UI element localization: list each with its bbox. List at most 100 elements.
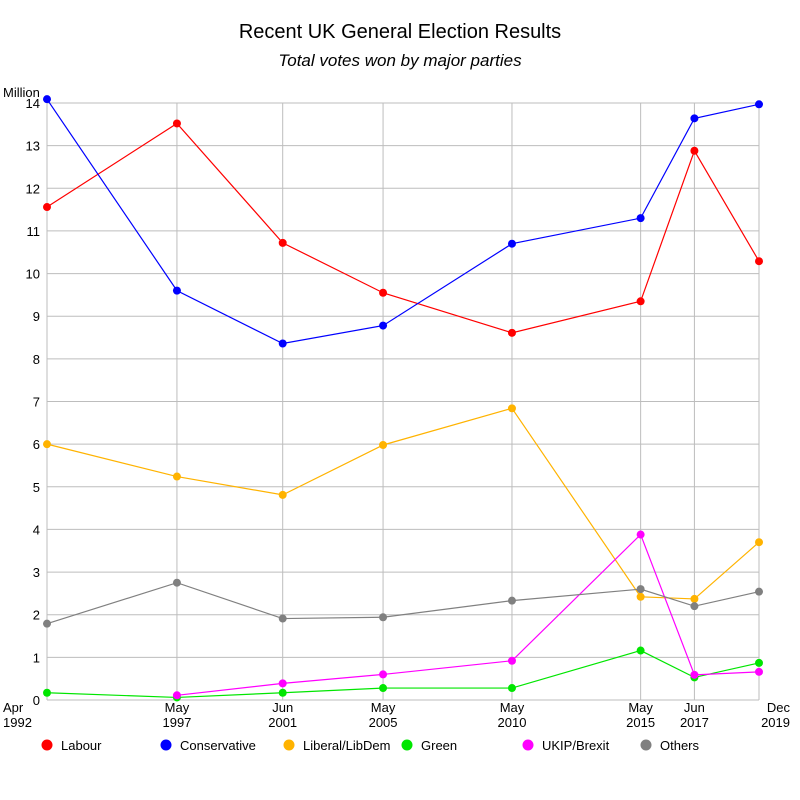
data-point-labour — [278, 238, 287, 247]
legend-label-liberal-libdem: Liberal/LibDem — [303, 738, 390, 753]
legend-label-others: Others — [660, 738, 700, 753]
x-tick-month: May — [628, 700, 653, 715]
data-point-labour — [755, 257, 763, 266]
data-point-conservative — [636, 214, 645, 223]
legend-label-labour: Labour — [61, 738, 102, 753]
x-tick-month: Jun — [272, 700, 293, 715]
x-tick-year: 2005 — [369, 715, 398, 730]
x-tick-month: May — [165, 700, 190, 715]
data-point-liberal-libdem — [278, 490, 287, 499]
legend-marker-conservative — [160, 739, 172, 751]
data-point-others — [278, 614, 287, 623]
y-tick-label: 0 — [33, 693, 40, 708]
data-point-others — [636, 585, 645, 594]
data-point-others — [172, 578, 181, 587]
x-tick-year: 2019 — [761, 715, 790, 730]
y-tick-label: 9 — [33, 309, 40, 324]
x-tick-year: 2010 — [498, 715, 527, 730]
grid — [46, 102, 760, 701]
chart-title: Recent UK General Election Results — [239, 21, 561, 43]
legend: Labour Conservative Liberal/LibDem Green UKI… — [41, 738, 700, 753]
y-axis-unit-label: Million — [3, 85, 40, 100]
data-point-conservative — [172, 286, 181, 295]
series-line-others — [46, 582, 760, 625]
y-tick-label: 11 — [27, 224, 41, 239]
data-point-green — [636, 646, 645, 655]
legend-label-green: Green — [421, 738, 457, 753]
data-point-ukip-brexit — [278, 679, 287, 688]
legend-marker-ukip-brexit — [522, 739, 534, 751]
data-point-others — [43, 619, 51, 628]
data-point-green — [278, 688, 287, 697]
legend-marker-labour — [41, 739, 53, 751]
data-point-green — [43, 688, 51, 697]
data-point-liberal-libdem — [755, 538, 763, 547]
data-point-labour — [379, 288, 388, 297]
data-point-ukip-brexit — [690, 670, 699, 679]
data-point-ukip-brexit — [636, 530, 645, 539]
data-point-liberal-libdem — [507, 404, 516, 413]
x-axis-ticks: Apr1992May1997Jun2001May2005May2010May20… — [3, 700, 790, 730]
data-point-ukip-brexit — [379, 670, 388, 679]
data-point-others — [755, 587, 763, 596]
data-point-liberal-libdem — [43, 440, 51, 449]
data-point-conservative — [43, 95, 51, 104]
y-tick-label: 10 — [26, 267, 40, 282]
series-lines — [43, 95, 763, 702]
x-tick-month: Dec — [767, 700, 791, 715]
y-tick-label: 13 — [26, 139, 40, 154]
data-point-labour — [172, 119, 181, 128]
data-point-others — [690, 602, 699, 611]
x-tick-year: 2015 — [626, 715, 655, 730]
x-tick-month: Jun — [684, 700, 705, 715]
data-point-others — [507, 596, 516, 605]
x-tick-year: 2001 — [268, 715, 297, 730]
data-point-labour — [690, 146, 699, 155]
x-tick-year: 1992 — [3, 715, 32, 730]
x-tick-month: Apr — [3, 700, 24, 715]
data-point-conservative — [278, 339, 287, 348]
chart-subtitle: Total votes won by major parties — [278, 51, 522, 70]
x-tick-month: May — [500, 700, 525, 715]
y-tick-label: 12 — [26, 181, 40, 196]
legend-label-ukip-brexit: UKIP/Brexit — [542, 738, 610, 753]
y-tick-label: 1 — [33, 650, 40, 665]
data-point-conservative — [379, 321, 388, 330]
y-tick-label: 7 — [33, 395, 40, 410]
legend-label-conservative: Conservative — [180, 738, 256, 753]
y-tick-label: 5 — [33, 480, 40, 495]
data-point-green — [755, 658, 763, 667]
y-tick-label: 2 — [33, 608, 40, 623]
y-tick-label: 6 — [33, 437, 40, 452]
x-tick-year: 2017 — [680, 715, 709, 730]
legend-marker-green — [401, 739, 413, 751]
data-point-labour — [636, 297, 645, 306]
y-tick-label: 8 — [33, 352, 40, 367]
legend-marker-others — [640, 739, 652, 751]
data-point-conservative — [507, 239, 516, 248]
series-line-liberal-libdem — [46, 407, 760, 600]
data-point-conservative — [690, 114, 699, 123]
y-tick-label: 4 — [33, 522, 40, 537]
data-point-labour — [43, 203, 51, 212]
legend-marker-liberal-libdem — [283, 739, 295, 751]
data-point-green — [379, 684, 388, 693]
data-point-liberal-libdem — [636, 592, 645, 601]
data-point-liberal-libdem — [690, 594, 699, 603]
data-point-liberal-libdem — [172, 472, 181, 481]
series-line-conservative — [46, 98, 760, 345]
data-point-ukip-brexit — [172, 691, 181, 700]
x-tick-month: May — [371, 700, 396, 715]
data-point-others — [379, 613, 388, 622]
y-tick-label: 3 — [33, 565, 40, 580]
data-point-ukip-brexit — [755, 667, 763, 676]
series-line-labour — [46, 122, 760, 334]
data-point-green — [507, 684, 516, 693]
data-point-liberal-libdem — [379, 440, 388, 449]
x-tick-year: 1997 — [162, 715, 191, 730]
series-line-green — [46, 649, 760, 699]
data-point-ukip-brexit — [507, 656, 516, 665]
data-point-labour — [507, 328, 516, 337]
